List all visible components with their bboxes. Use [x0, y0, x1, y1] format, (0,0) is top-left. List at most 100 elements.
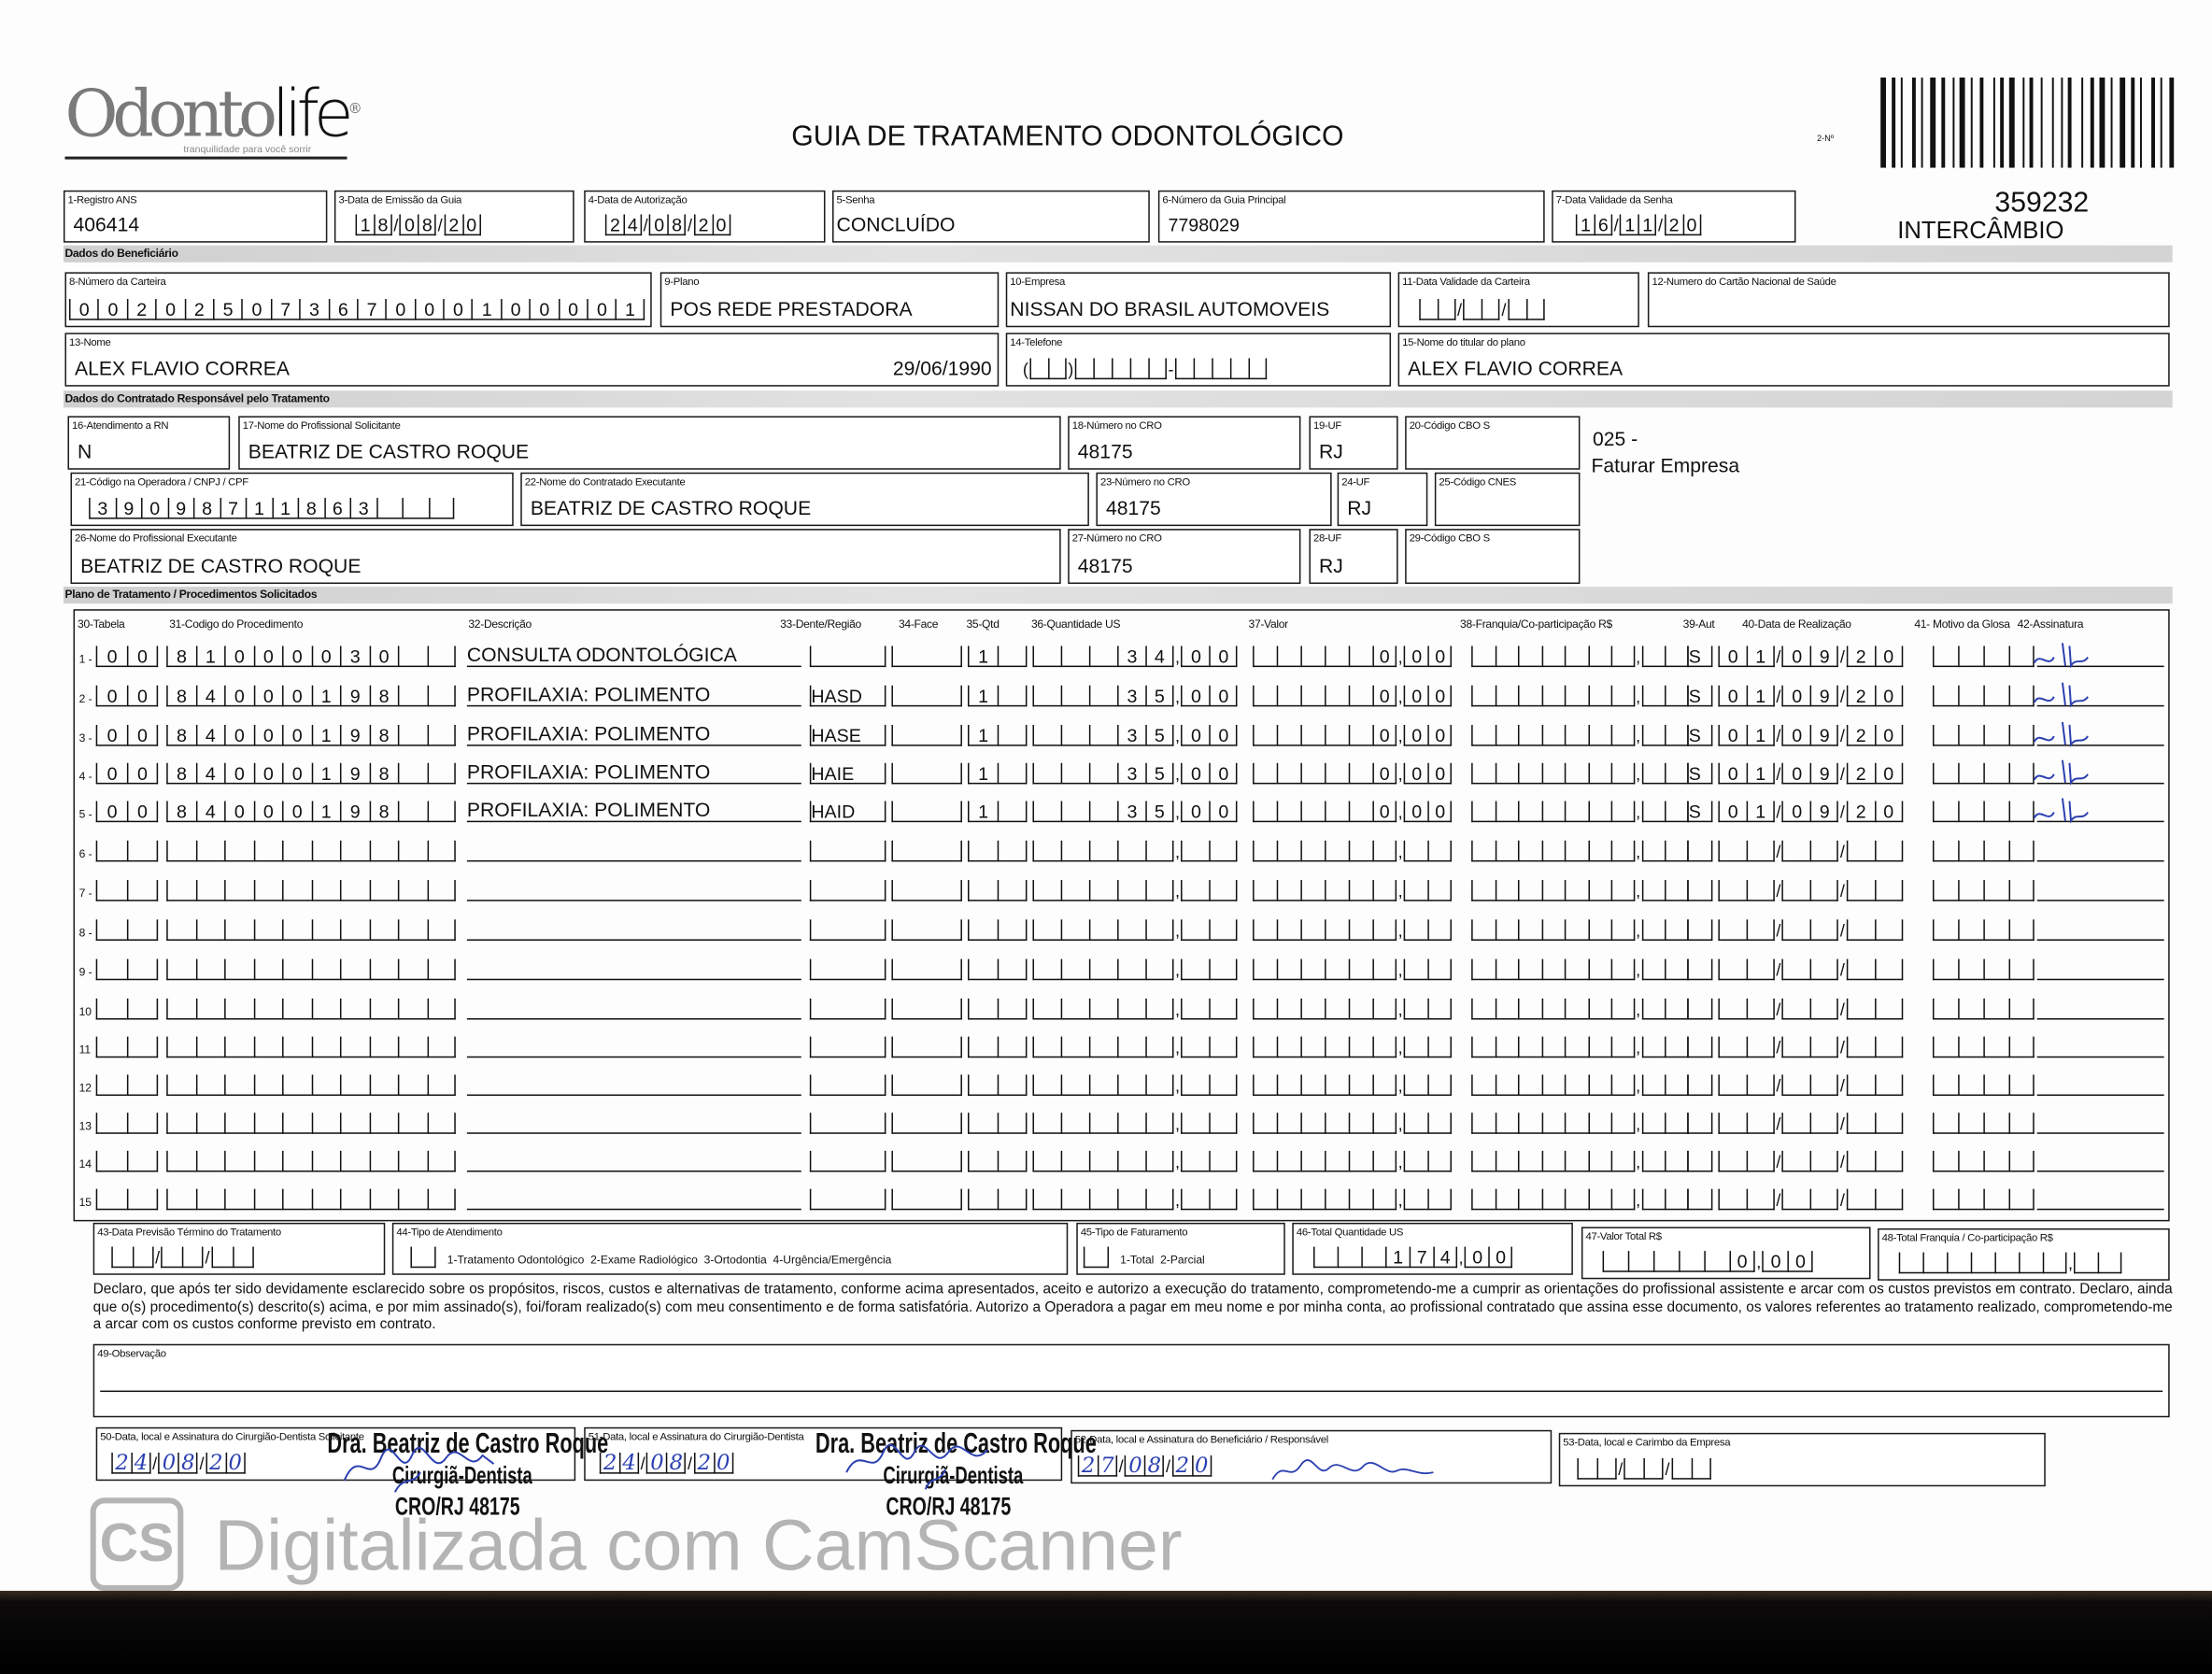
- descricao-cell[interactable]: [466, 916, 801, 941]
- quantidade-us-cell[interactable]: ,: [1032, 1150, 1238, 1172]
- franquia-cell[interactable]: ,: [1471, 840, 1689, 862]
- aut-cell[interactable]: S: [1687, 645, 1713, 668]
- codigo-procedimento-cell[interactable]: [166, 1113, 456, 1134]
- face-cell[interactable]: [891, 880, 962, 901]
- assinatura-cell[interactable]: [2036, 643, 2164, 668]
- data-realizacao-cell[interactable]: / /: [1718, 998, 1903, 1020]
- descricao-cell[interactable]: PROFILAXIA: POLIMENTO: [466, 683, 801, 707]
- motivo-glosa-cell[interactable]: [1932, 958, 2035, 981]
- descricao-cell[interactable]: [466, 1186, 801, 1211]
- motivo-glosa-cell[interactable]: [1932, 724, 2035, 746]
- face-cell[interactable]: [891, 801, 962, 823]
- quantidade-us-cell[interactable]: ,: [1032, 1113, 1238, 1134]
- qtd-cell[interactable]: [967, 880, 1028, 901]
- assinatura-cell[interactable]: [2036, 760, 2164, 785]
- face-cell[interactable]: [891, 958, 962, 981]
- data-realizacao-cell[interactable]: / /: [1718, 1188, 1903, 1211]
- descricao-cell[interactable]: CONSULTA ODONTOLÓGICA: [466, 643, 801, 668]
- assinatura-cell[interactable]: [2036, 996, 2164, 1020]
- codigo-procedimento-cell[interactable]: [166, 958, 456, 981]
- face-cell[interactable]: [891, 762, 962, 785]
- face-cell[interactable]: [891, 685, 962, 707]
- aut-cell[interactable]: S: [1687, 724, 1713, 746]
- dente-regiao-cell[interactable]: [809, 1074, 886, 1097]
- tabela-cell[interactable]: [95, 1074, 159, 1097]
- aut-cell[interactable]: [1687, 1036, 1713, 1058]
- data-realizacao-cell[interactable]: / /: [1718, 1113, 1903, 1134]
- valor-cell[interactable]: ,: [1253, 840, 1453, 862]
- qtd-cell[interactable]: 1: [967, 685, 1028, 707]
- descricao-cell[interactable]: [466, 1034, 801, 1058]
- dente-regiao-cell[interactable]: HAID: [809, 801, 886, 823]
- descricao-cell[interactable]: PROFILAXIA: POLIMENTO: [466, 722, 801, 746]
- qtd-cell[interactable]: [967, 998, 1028, 1020]
- face-cell[interactable]: [891, 1188, 962, 1211]
- franquia-cell[interactable]: ,: [1471, 958, 1689, 981]
- dente-regiao-cell[interactable]: [809, 1188, 886, 1211]
- dente-regiao-cell[interactable]: [809, 880, 886, 901]
- motivo-glosa-cell[interactable]: [1932, 1150, 2035, 1172]
- tabela-cell[interactable]: [95, 919, 159, 941]
- data-realizacao-cell[interactable]: 0 1/0 9/2 0: [1718, 801, 1903, 823]
- dente-regiao-cell[interactable]: [809, 919, 886, 941]
- franquia-cell[interactable]: ,: [1471, 1150, 1689, 1172]
- data-realizacao-cell[interactable]: 0 1/0 9/2 0: [1718, 645, 1903, 668]
- aut-cell[interactable]: [1687, 919, 1713, 941]
- qtd-cell[interactable]: [967, 1150, 1028, 1172]
- dente-regiao-cell[interactable]: [809, 998, 886, 1020]
- valor-cell[interactable]: ,: [1253, 1150, 1453, 1172]
- quantidade-us-cell[interactable]: ,: [1032, 1036, 1238, 1058]
- codigo-procedimento-cell[interactable]: [166, 840, 456, 862]
- codigo-procedimento-cell[interactable]: [166, 1150, 456, 1172]
- tabela-cell[interactable]: [95, 840, 159, 862]
- valor-cell[interactable]: ,: [1253, 1036, 1453, 1058]
- dente-regiao-cell[interactable]: [809, 958, 886, 981]
- codigo-procedimento-cell[interactable]: [166, 1036, 456, 1058]
- franquia-cell[interactable]: ,: [1471, 1074, 1689, 1097]
- quantidade-us-cell[interactable]: ,: [1032, 1074, 1238, 1097]
- motivo-glosa-cell[interactable]: [1932, 880, 2035, 901]
- data-realizacao-cell[interactable]: / /: [1718, 1036, 1903, 1058]
- descricao-cell[interactable]: [466, 877, 801, 901]
- assinatura-cell[interactable]: [2036, 1186, 2164, 1211]
- dente-regiao-cell[interactable]: [809, 840, 886, 862]
- motivo-glosa-cell[interactable]: [1932, 1188, 2035, 1211]
- assinatura-cell[interactable]: [2036, 1071, 2164, 1097]
- aut-cell[interactable]: S: [1687, 801, 1713, 823]
- tabela-cell[interactable]: [95, 1036, 159, 1058]
- tabela-cell[interactable]: [95, 958, 159, 981]
- franquia-cell[interactable]: ,: [1471, 1113, 1689, 1134]
- field-observacao[interactable]: 49-Observação: [92, 1343, 2170, 1418]
- qtd-cell[interactable]: 1: [967, 724, 1028, 746]
- assinatura-cell[interactable]: [2036, 877, 2164, 901]
- qtd-cell[interactable]: [967, 1074, 1028, 1097]
- data-realizacao-cell[interactable]: / /: [1718, 1150, 1903, 1172]
- valor-cell[interactable]: ,: [1253, 998, 1453, 1020]
- motivo-glosa-cell[interactable]: [1932, 1074, 2035, 1097]
- quantidade-us-cell[interactable]: ,: [1032, 880, 1238, 901]
- dente-regiao-cell[interactable]: [809, 1113, 886, 1134]
- motivo-glosa-cell[interactable]: [1932, 1036, 2035, 1058]
- franquia-cell[interactable]: ,: [1471, 645, 1689, 668]
- tipo-atendimento-input[interactable]: [410, 1246, 436, 1269]
- face-cell[interactable]: [891, 645, 962, 668]
- aut-cell[interactable]: [1687, 840, 1713, 862]
- aut-cell[interactable]: [1687, 1150, 1713, 1172]
- dente-regiao-cell[interactable]: HASE: [809, 724, 886, 746]
- data-realizacao-cell[interactable]: / /: [1718, 880, 1903, 901]
- assinatura-cell[interactable]: [2036, 798, 2164, 823]
- descricao-cell[interactable]: PROFILAXIA: POLIMENTO: [466, 798, 801, 823]
- motivo-glosa-cell[interactable]: [1932, 840, 2035, 862]
- motivo-glosa-cell[interactable]: [1932, 645, 2035, 668]
- qtd-cell[interactable]: 1: [967, 801, 1028, 823]
